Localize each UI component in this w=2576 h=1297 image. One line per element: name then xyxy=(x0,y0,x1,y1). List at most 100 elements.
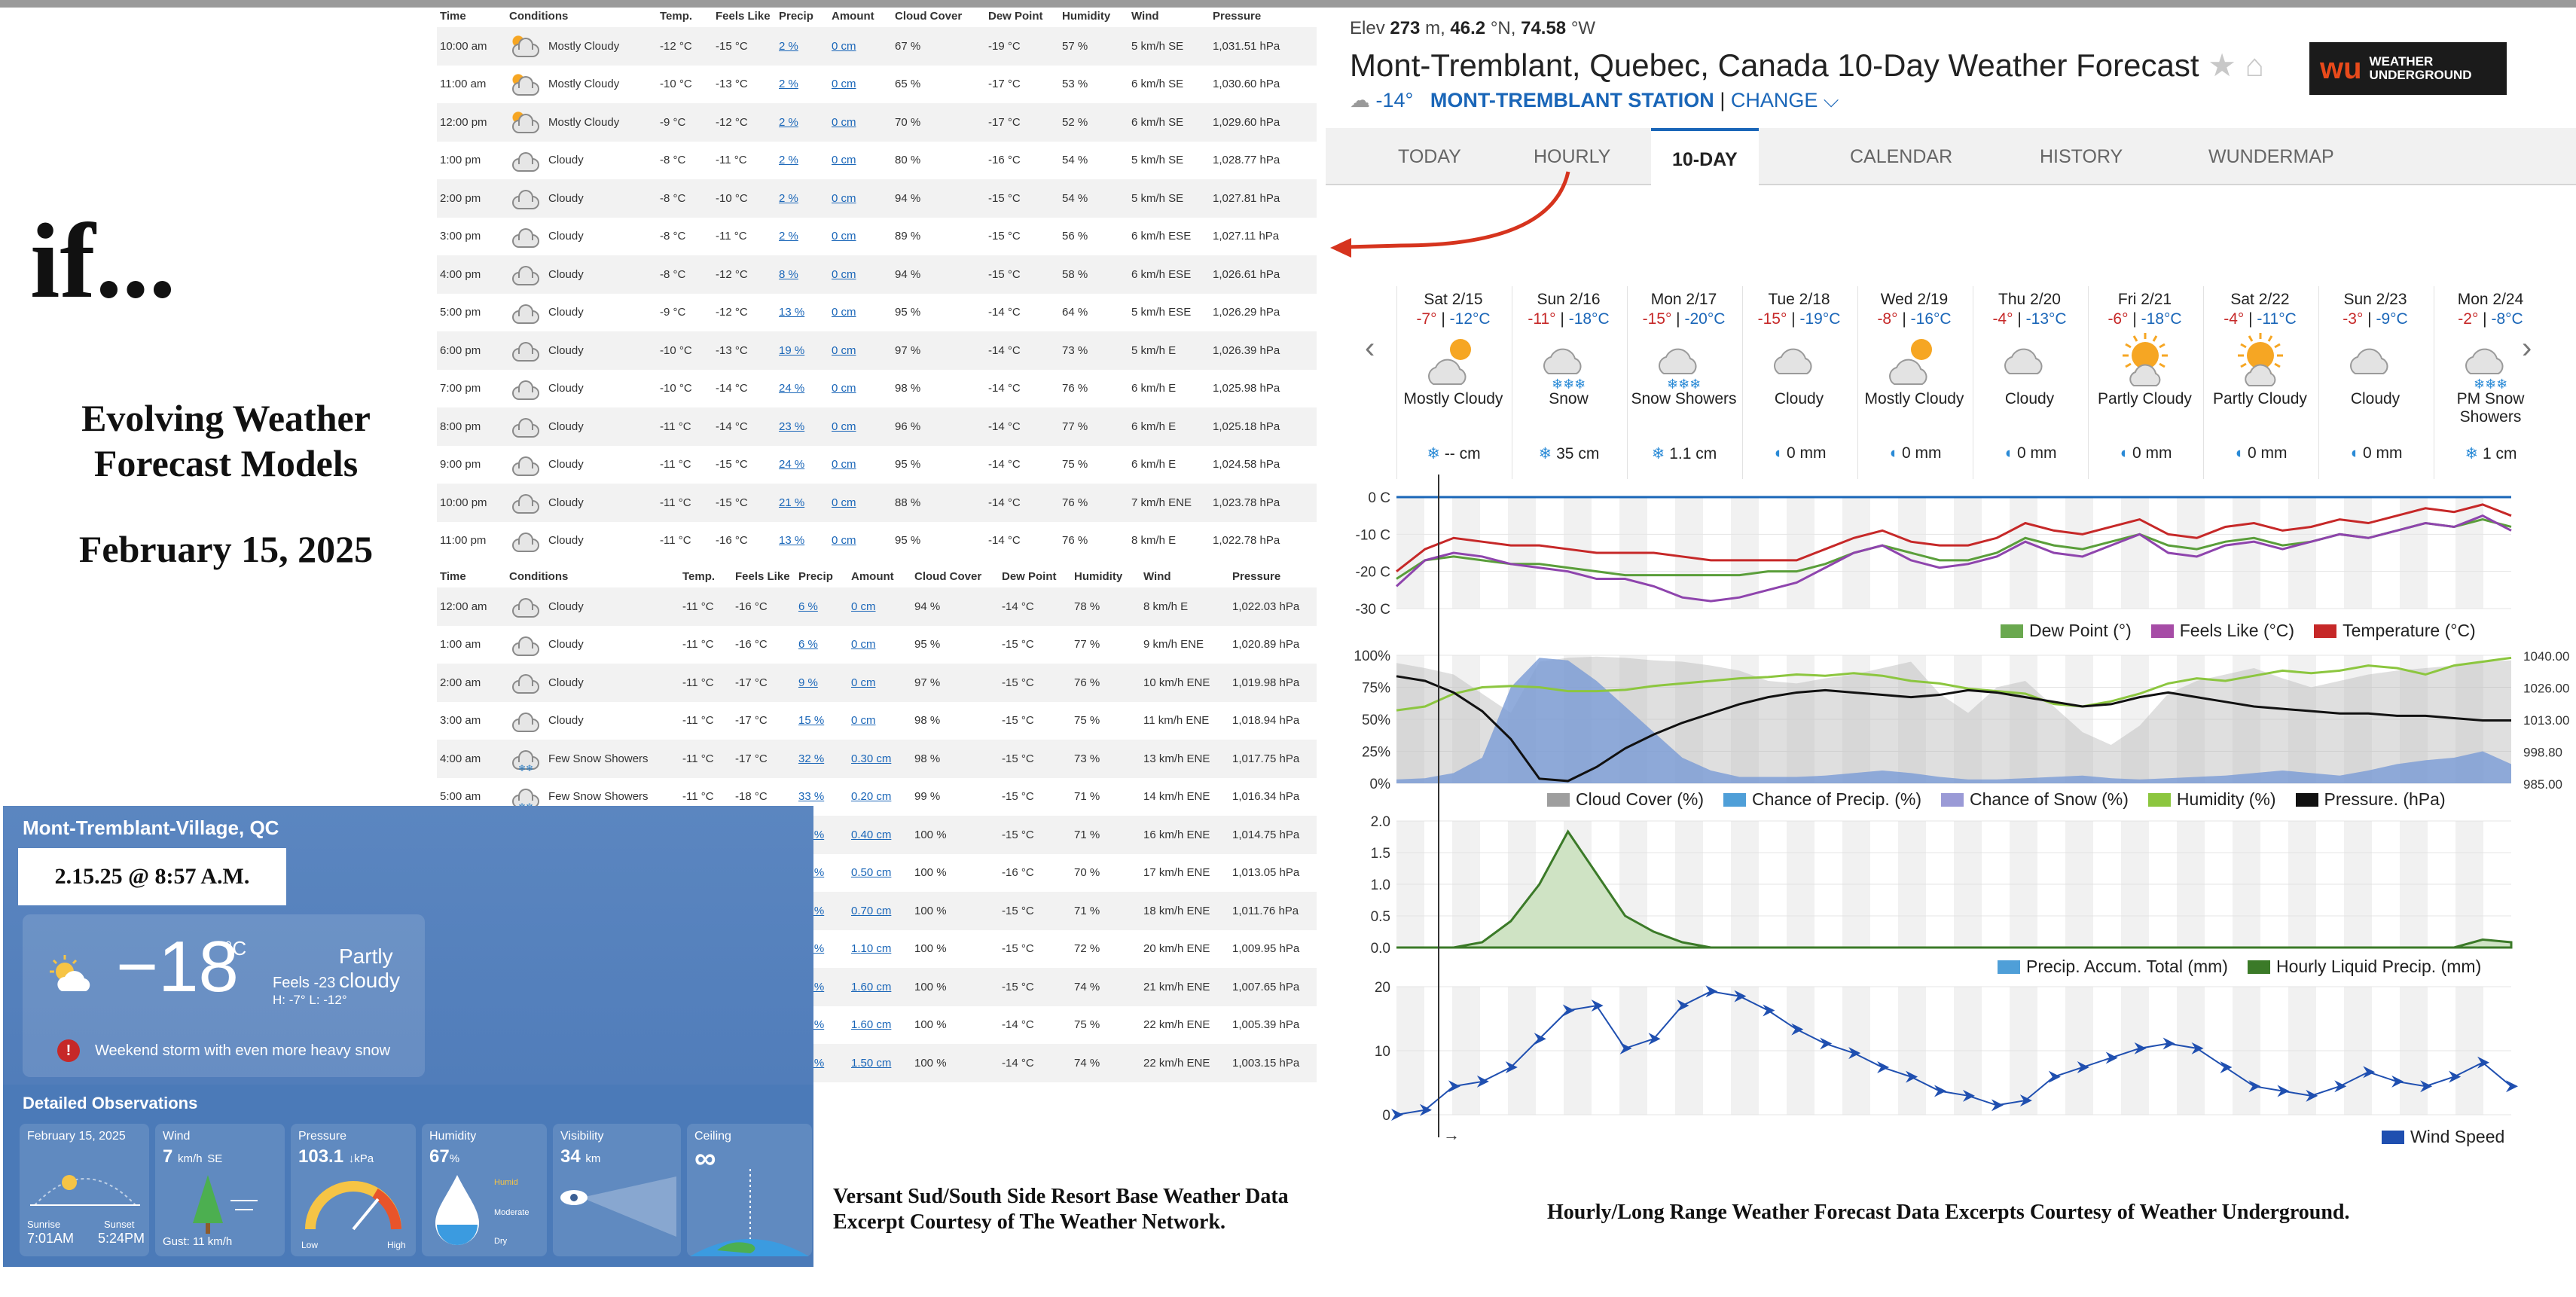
legend-feels-like[interactable]: Feels Like (°C) xyxy=(2150,621,2294,641)
legend-pressure[interactable]: Pressure. (hPa) xyxy=(2295,789,2446,810)
amount-value[interactable]: 0 cm xyxy=(832,382,856,395)
next-days-button[interactable]: › xyxy=(2522,331,2532,365)
amount-value[interactable]: 0.50 cm xyxy=(851,866,892,880)
precip-value[interactable]: 33 % xyxy=(798,790,825,804)
amount-value[interactable]: 0 cm xyxy=(832,191,856,205)
alert-icon: ! xyxy=(57,1039,80,1062)
amount-value[interactable]: 0 cm xyxy=(832,306,856,319)
legend-humidity-pct[interactable]: Humidity (%) xyxy=(2147,789,2276,810)
precip-value[interactable]: 2 % xyxy=(779,115,798,129)
precip-value[interactable]: 13 % xyxy=(779,306,805,319)
precip-value[interactable]: 9 % xyxy=(798,676,818,689)
station-name[interactable]: MONT-TREMBLANT STATION xyxy=(1430,89,1714,111)
wu-logo[interactable]: wu WEATHER UNDERGROUND xyxy=(2309,42,2507,95)
amount-value[interactable]: 1.10 cm xyxy=(851,942,892,956)
day-card[interactable]: Thu 2/20 -4° | -13°C Cloudy ◖ 0 mm xyxy=(1973,286,2086,479)
precip-value[interactable]: 21 % xyxy=(779,496,805,509)
precip-value[interactable]: 8 % xyxy=(779,267,798,281)
wind-arrow-marker xyxy=(1934,1085,1947,1097)
pressure-value: 103.1 ↓kPa xyxy=(298,1146,374,1167)
snowflake-icon: ❄ xyxy=(1651,445,1665,462)
amount-value[interactable]: 0.20 cm xyxy=(851,790,892,804)
amount-value[interactable]: 0 cm xyxy=(851,600,876,613)
weather-alert[interactable]: ! Weekend storm with even more heavy sno… xyxy=(57,1039,390,1062)
day-card[interactable]: Mon 2/17 -15° | -20°C ❄❄❄ Snow Showers ❄ 1.1… xyxy=(1627,286,1740,479)
amount-value[interactable]: 1.50 cm xyxy=(851,1056,892,1070)
day-card[interactable]: Wed 2/19 -8° | -16°C Mostly Cloudy ◖ 0 mm xyxy=(1857,286,1970,479)
day-card[interactable]: Sat 2/15 -7° | -12°C Mostly Cloudy ❄ -- cm xyxy=(1396,286,1509,479)
legend-precip-accum[interactable]: Precip. Accum. Total (mm) xyxy=(1998,957,2228,977)
grid-band xyxy=(1564,497,1592,609)
amount-value[interactable]: 0 cm xyxy=(832,78,856,91)
amount-value[interactable]: 0 cm xyxy=(832,154,856,167)
grid-band xyxy=(2065,497,2093,609)
amount-value[interactable]: 0.40 cm xyxy=(851,828,892,841)
wind-arrow-marker xyxy=(2420,1080,2433,1093)
precip-value[interactable]: 2 % xyxy=(779,191,798,205)
precip-value[interactable]: 32 % xyxy=(798,752,825,765)
day-card[interactable]: Mon 2/24 -2° | -8°C ❄❄❄ PM Snow Showers ❄ 1 … xyxy=(2434,286,2547,479)
table-cell: -10 °C xyxy=(660,382,692,395)
day-card[interactable]: Sat 2/22 -4° | -11°C Partly Cloudy ◖ 0 mm xyxy=(2203,286,2316,479)
amount-value[interactable]: 0 cm xyxy=(832,115,856,129)
legend-dew-point[interactable]: Dew Point (°) xyxy=(2001,621,2132,641)
amount-value[interactable]: 0 cm xyxy=(832,534,856,548)
change-station-button[interactable]: CHANGE xyxy=(1730,89,1818,111)
tab-calendar[interactable]: CALENDAR xyxy=(1850,145,1953,167)
precip-value[interactable]: 2 % xyxy=(779,78,798,91)
amount-value[interactable]: 1.60 cm xyxy=(851,1018,892,1032)
amount-value[interactable]: 0.70 cm xyxy=(851,904,892,917)
legend-chance-precip[interactable]: Chance of Precip. (%) xyxy=(1723,789,1921,810)
precip-value[interactable]: 6 % xyxy=(798,600,818,613)
home-icon[interactable]: ⌂ xyxy=(2245,47,2264,83)
amount-value[interactable]: 0 cm xyxy=(832,39,856,53)
day-card[interactable]: Sun 2/16 -11° | -18°C ❄❄❄ Snow ❄ 35 cm xyxy=(1512,286,1625,479)
chevron-down-icon[interactable]: ⌵ xyxy=(1823,89,1839,111)
tab-10-day[interactable]: 10-DAY xyxy=(1651,128,1759,188)
amount-value[interactable]: 0 cm xyxy=(832,267,856,281)
table-cell: 64 % xyxy=(1062,306,1088,319)
amount-link: 0 cm xyxy=(829,218,892,256)
precip-value[interactable]: 13 % xyxy=(779,534,805,548)
legend-temperature[interactable]: Temperature (°C) xyxy=(2314,621,2476,641)
table-cell: 100 % xyxy=(914,942,947,956)
amount-value[interactable]: 0.30 cm xyxy=(851,752,892,765)
amount-link: 0.20 cm xyxy=(848,778,911,816)
amount-value[interactable]: 0 cm xyxy=(851,714,876,728)
widget-location[interactable]: Mont-Tremblant-Village, QC xyxy=(23,816,279,839)
precip-value[interactable]: 23 % xyxy=(779,420,805,433)
precip-value[interactable]: 19 % xyxy=(779,343,805,357)
precip-value[interactable]: 2 % xyxy=(779,230,798,243)
precip-value[interactable]: 2 % xyxy=(779,39,798,53)
amount-value[interactable]: 0 cm xyxy=(851,676,876,689)
amount-value[interactable]: 0 cm xyxy=(832,343,856,357)
amount-value[interactable]: 0 cm xyxy=(832,420,856,433)
column-header: Temp. xyxy=(682,569,716,583)
condition-cell: Cloudy xyxy=(506,626,679,664)
prev-days-button[interactable]: ‹ xyxy=(1365,331,1375,365)
amount-value[interactable]: 0 cm xyxy=(851,638,876,652)
amount-value[interactable]: 0 cm xyxy=(832,496,856,509)
legend-hourly-precip[interactable]: Hourly Liquid Precip. (mm) xyxy=(2247,957,2481,977)
tab-wundermap[interactable]: WUNDERMAP xyxy=(2208,145,2334,167)
tab-hourly[interactable]: HOURLY xyxy=(1534,145,1611,167)
day-card[interactable]: Tue 2/18 -15° | -19°C Cloudy ◖ 0 mm xyxy=(1742,286,1855,479)
amount-value[interactable]: 1.60 cm xyxy=(851,980,892,993)
table-cell: 17 km/h ENE xyxy=(1143,866,1210,880)
precip-value[interactable]: 24 % xyxy=(779,458,805,471)
tab-today[interactable]: TODAY xyxy=(1398,145,1461,167)
legend-cloud-cover[interactable]: Cloud Cover (%) xyxy=(1547,789,1704,810)
precip-value[interactable]: 2 % xyxy=(779,154,798,167)
precip-value[interactable]: 15 % xyxy=(798,714,825,728)
day-card[interactable]: Sun 2/23 -3° | -9°C Cloudy ◖ 0 mm xyxy=(2318,286,2431,479)
precip-value[interactable]: 24 % xyxy=(779,382,805,395)
raindrop-icon: ◖ xyxy=(1888,444,1898,462)
favorite-star-icon[interactable]: ★ xyxy=(2208,47,2236,83)
legend-chance-snow[interactable]: Chance of Snow (%) xyxy=(1940,789,2129,810)
precip-value[interactable]: 6 % xyxy=(798,638,818,652)
day-card[interactable]: Fri 2/21 -6° | -18°C Partly Cloudy ◖ 0 mm xyxy=(2088,286,2201,479)
amount-value[interactable]: 0 cm xyxy=(832,458,856,471)
legend-wind-speed[interactable]: Wind Speed xyxy=(2382,1127,2504,1147)
tab-history[interactable]: HISTORY xyxy=(2040,145,2123,167)
amount-value[interactable]: 0 cm xyxy=(832,230,856,243)
